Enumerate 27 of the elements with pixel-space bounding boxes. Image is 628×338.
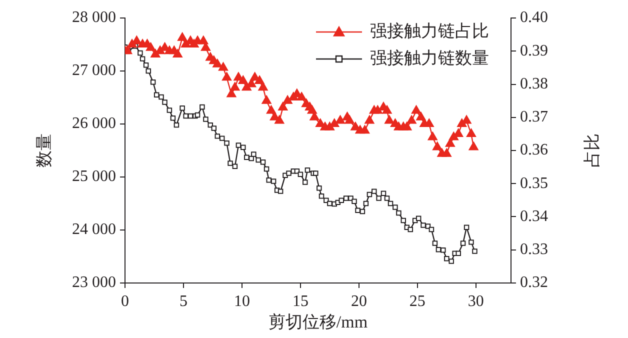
y-tick-label: 23 000 [72, 274, 116, 292]
x-tick-label: 15 [292, 292, 308, 310]
y-tick-label: 28 000 [72, 9, 116, 26]
y-tick-label: 27 000 [72, 62, 116, 80]
y-tick-label: 26 000 [72, 115, 116, 132]
y2-tick-label: 0.40 [520, 9, 548, 26]
y-tick-label: 25 000 [72, 168, 116, 186]
legend-label: 强接触力链占比 [370, 21, 489, 40]
legend-label: 强接触力链数量 [370, 48, 489, 68]
y2-tick-label: 0.33 [520, 241, 548, 258]
x-tick-label: 25 [409, 292, 426, 310]
y2-tick-label: 0.32 [520, 274, 548, 292]
x-tick-label: 5 [179, 292, 188, 310]
x-tick-label: 0 [121, 292, 129, 310]
x-tick-label: 20 [350, 292, 367, 310]
y2-tick-label: 0.35 [520, 174, 548, 192]
y2-axis-title: 占比 [582, 134, 602, 168]
y2-tick-label: 0.34 [520, 208, 548, 225]
y2-tick-label: 0.39 [520, 42, 548, 60]
x-tick-label: 10 [234, 292, 250, 310]
y2-tick-label: 0.38 [520, 75, 548, 92]
y2-tick-label: 0.37 [520, 108, 548, 126]
y-tick-label: 24 000 [72, 221, 116, 238]
x-tick-label: 30 [468, 292, 484, 310]
y2-tick-label: 0.36 [520, 142, 548, 159]
x-axis-title: 剪切位移/mm [268, 312, 368, 332]
y-axis-title: 数量 [34, 134, 54, 168]
